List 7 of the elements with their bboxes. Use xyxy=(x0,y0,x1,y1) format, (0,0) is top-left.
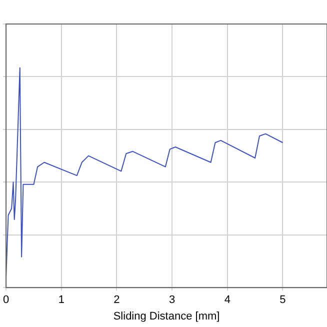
x-tick-label: 1 xyxy=(58,294,64,306)
x-tick-label: 0 xyxy=(2,294,10,306)
x-tick-label: 4 xyxy=(224,294,230,306)
x-tick-label: 3 xyxy=(169,294,176,306)
x-axis-title: Sliding Distance [mm] xyxy=(113,310,220,322)
x-tick-label: 2 xyxy=(114,294,120,306)
x-tick-label: 5 xyxy=(280,294,286,306)
